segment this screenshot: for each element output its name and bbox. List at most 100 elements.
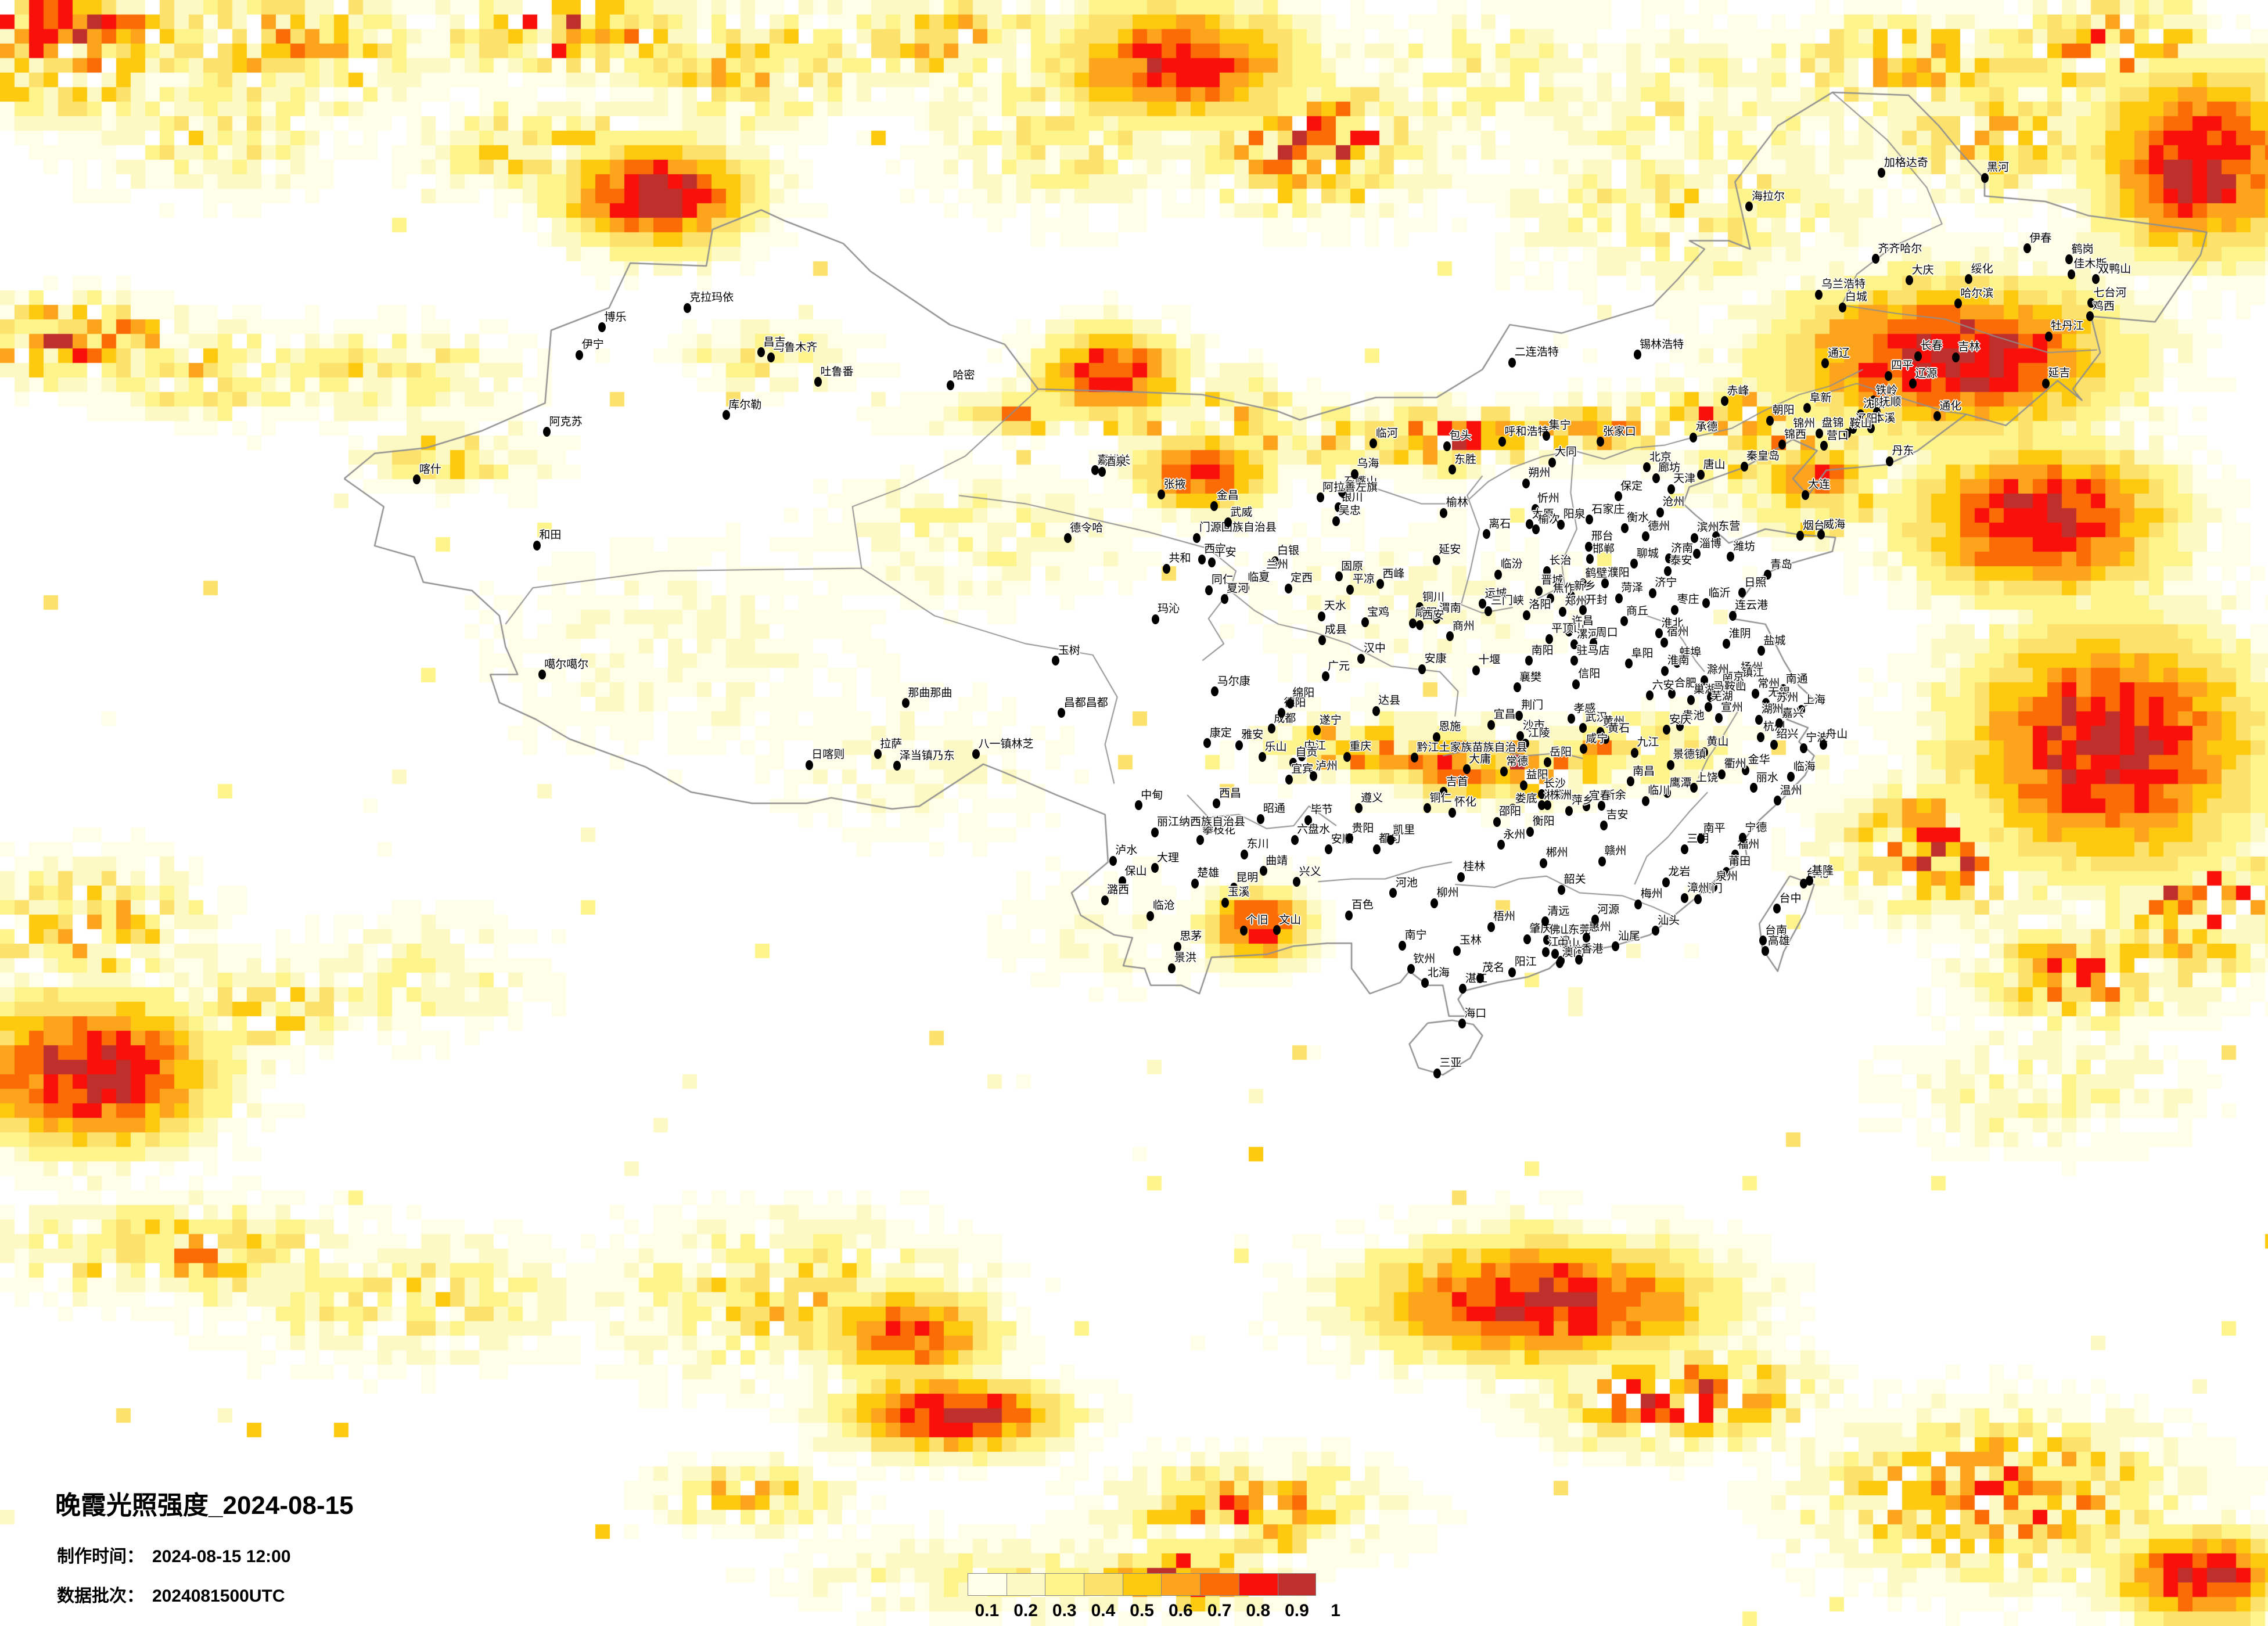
city-dot-icon [1354, 803, 1363, 814]
legend-tick-label: 0.1 [975, 1601, 1000, 1620]
city-label: 鹤壁 [1585, 567, 1608, 580]
city-dot-icon [1728, 610, 1737, 621]
city-dot-icon [1389, 888, 1397, 898]
city-dot-icon [1523, 934, 1531, 944]
city-label: 吉安 [1606, 809, 1629, 822]
city-dot-icon [1168, 963, 1176, 973]
city-dot-icon [1411, 753, 1419, 763]
city-label: 集宁 [1548, 419, 1571, 432]
city-dot-icon [1235, 740, 1243, 750]
city-dot-icon [1722, 866, 1730, 877]
data-batch-line: 数据批次： 2024081500UTC [57, 1581, 285, 1607]
city-dot-icon [1757, 732, 1765, 742]
city-dot-icon [722, 410, 730, 420]
city-label: 伊宁 [581, 339, 604, 351]
city-label: 淮阴 [1728, 627, 1751, 640]
city-dot-icon [413, 474, 421, 485]
city-dot-icon [1780, 684, 1788, 695]
city-dot-icon [1646, 690, 1654, 701]
city-dot-icon [1799, 743, 1807, 753]
city-dot-icon [1257, 814, 1265, 824]
city-label: 日喀则 [811, 749, 845, 761]
city-label: 白城 [1845, 291, 1867, 304]
city-label: 东营 [1718, 520, 1741, 533]
city-label: 河源 [1597, 903, 1620, 916]
city-label: 中山 [1557, 937, 1580, 950]
city-label: 三门峡 [1490, 595, 1524, 607]
city-label: 衡水 [1627, 512, 1649, 524]
city-label: 阜阳 [1631, 647, 1654, 660]
city-dot-icon [1873, 407, 1881, 417]
city-dot-icon [1572, 679, 1580, 689]
city-label: 周口 [1595, 627, 1618, 639]
city-label: 宝鸡 [1367, 606, 1390, 618]
city-dot-icon [1220, 593, 1228, 604]
city-label: 成县 [1324, 624, 1347, 636]
city-label: 遵义 [1361, 792, 1383, 804]
city-label: 双鸭山 [2098, 262, 2132, 275]
city-label: 承德 [1695, 421, 1718, 434]
city-dot-icon [2065, 254, 2073, 265]
city-dot-icon [1770, 703, 1778, 713]
city-dot-icon [1487, 922, 1495, 932]
city-dot-icon [1522, 738, 1530, 749]
city-label: 宜宾 [1291, 763, 1314, 776]
city-label: 北海 [1427, 966, 1450, 979]
city-label: 临汾 [1500, 558, 1523, 571]
city-dot-icon [1630, 747, 1638, 758]
city-label: 抚顺 [1879, 395, 1902, 408]
city-label: 天津 [1673, 473, 1696, 485]
map-title: 晚霞光照强度_2024-08-15 [55, 1491, 354, 1520]
city-label: 漳州 [1687, 882, 1709, 894]
city-label: 昆明 [1236, 871, 1259, 884]
city-dot-icon [1567, 714, 1575, 724]
city-dot-icon [893, 761, 901, 771]
city-dot-icon [1091, 465, 1099, 476]
city-dot-icon [1671, 605, 1679, 615]
city-label: 大同 [1554, 446, 1577, 459]
city-dot-icon [1867, 423, 1875, 434]
city-label: 忻州 [1537, 492, 1560, 505]
city-label: 韶关 [1563, 873, 1586, 886]
city-dot-icon [1198, 554, 1206, 564]
city-dot-icon [1210, 501, 1219, 511]
city-label: 自贡 [1295, 746, 1318, 759]
city-dot-icon [1762, 946, 1770, 956]
city-label: 哈密 [953, 369, 975, 382]
city-label: 珠海 [1563, 944, 1586, 957]
city-label: 怀化 [1454, 796, 1477, 809]
city-dot-icon [1727, 552, 1735, 562]
city-dot-icon [683, 303, 691, 313]
city-label: 淄博 [1699, 537, 1721, 550]
city-label: 马鞍山 [1713, 681, 1746, 693]
city-dot-icon [1591, 915, 1599, 925]
city-label: 舟山 [1825, 728, 1848, 741]
legend-tick-label: 0.3 [1052, 1601, 1077, 1620]
city-label: 焦作 [1552, 582, 1575, 595]
city-dot-icon [1668, 688, 1676, 699]
city-label: 南昌 [1633, 765, 1655, 778]
city-dot-icon [1687, 695, 1695, 705]
legend-swatch [968, 1573, 1007, 1596]
city-label: 阿拉善左旗 [1322, 481, 1378, 494]
city-dot-icon [1193, 533, 1201, 543]
legend-swatch [1045, 1573, 1084, 1596]
city-dot-icon [1709, 882, 1717, 892]
city-label: 嘉峪关 [1097, 454, 1131, 466]
city-dot-icon [1345, 833, 1353, 844]
city-dot-icon [1430, 898, 1439, 908]
city-dot-icon [1697, 833, 1705, 844]
city-dot-icon [1796, 531, 1805, 541]
city-dot-icon [1716, 682, 1724, 692]
city-dot-icon [1721, 396, 1728, 406]
city-label: 延吉 [2048, 367, 2071, 380]
city-dot-icon [1766, 415, 1774, 426]
city-label: 咸阳 [1415, 607, 1437, 620]
city-label: 香港 [1581, 943, 1604, 956]
city-dot-icon [1432, 555, 1440, 565]
city-label: 张家口 [1602, 425, 1636, 438]
city-label: 郴州 [1545, 847, 1568, 859]
city-dot-icon [1509, 804, 1517, 814]
city-label: 六安 [1652, 679, 1674, 692]
city-dot-icon [533, 540, 541, 551]
